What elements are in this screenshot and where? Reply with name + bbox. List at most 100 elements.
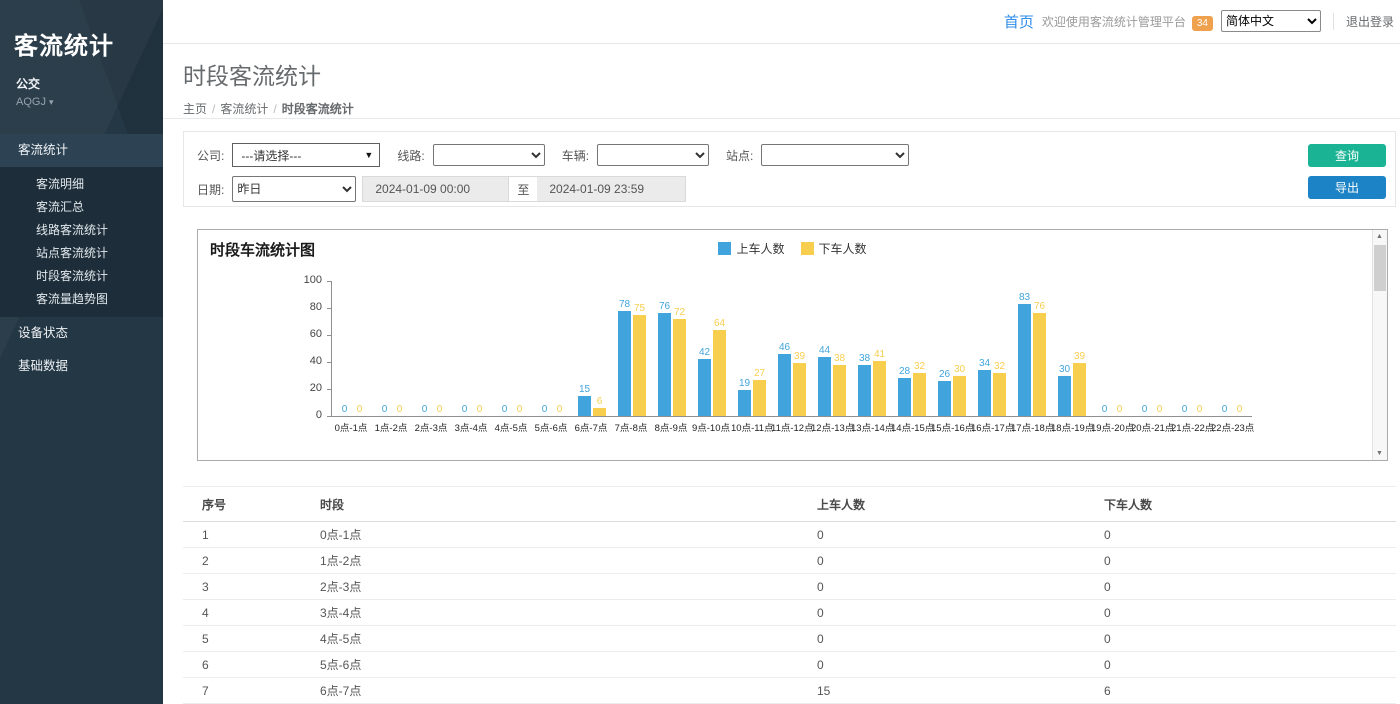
table-cell: 0点-1点 [320,522,817,548]
scrollbar-thumb[interactable] [1374,245,1386,291]
legend-swatch-icon [718,242,731,255]
bar-column: 38 [858,353,871,416]
sidebar-section-0[interactable]: 客流统计 [0,134,163,167]
legend-item-0[interactable]: 上车人数 [718,240,784,257]
x-axis-label: 13点-14点 [851,420,891,434]
bar-value-label: 0 [1117,404,1123,415]
agency-label: AQGJ [16,96,46,108]
y-axis-tick-label: 80 [198,301,322,313]
sidebar-section-1[interactable]: 设备状态 [0,317,163,350]
bar-column: 0 [338,404,351,416]
sidebar-item-2[interactable]: 线路客流统计 [0,219,163,242]
table-cell: 0 [1104,652,1396,678]
bar-value-label: 0 [502,404,508,415]
bar [593,408,606,416]
bar-value-label: 0 [382,404,388,415]
app-brand: 客流统计 [0,0,163,61]
bar-group-0: 00 [332,281,372,416]
bar-value-label: 83 [1019,292,1030,303]
bar-group-16: 3432 [972,281,1012,416]
bar-group-2: 00 [412,281,452,416]
bar-column: 0 [1233,404,1246,416]
sidebar-item-4[interactable]: 时段客流统计 [0,265,163,288]
table-cell: 2点-3点 [320,574,817,600]
bar-column: 38 [833,353,846,416]
bar-group-20: 00 [1132,281,1172,416]
export-button[interactable]: 导出 [1308,176,1386,199]
bar [978,370,991,416]
bar-column: 41 [873,349,886,416]
company-select[interactable]: ---请选择--- ▼ [232,143,380,167]
sidebar-item-5[interactable]: 客流量趋势图 [0,288,163,311]
bar [698,359,711,416]
date-preset-select[interactable]: 昨日 [232,176,356,202]
bar [1018,304,1031,416]
x-axis-label: 11点-12点 [771,420,811,434]
y-axis-tick-label: 60 [198,328,322,340]
y-axis-tick-label: 20 [198,382,322,394]
bar-column: 0 [1153,404,1166,416]
bar-column: 0 [1193,404,1206,416]
x-axis-label: 21点-22点 [1171,420,1211,434]
bar-column: 19 [738,378,751,416]
line-select[interactable] [433,144,545,166]
x-axis-label: 4点-5点 [491,420,531,434]
bar-value-label: 0 [1237,404,1243,415]
vehicle-label: 车辆: [562,147,589,164]
scroll-up-arrow-icon[interactable]: ▲ [1373,233,1386,240]
bar [898,378,911,416]
bar-column: 0 [458,404,471,416]
chart-vertical-scrollbar[interactable]: ▲ ▼ [1372,230,1387,460]
bar-value-label: 28 [899,366,910,377]
bar-column: 0 [378,404,391,416]
logout-link[interactable]: 退出登录 [1333,13,1394,30]
bar-value-label: 0 [342,404,348,415]
table-cell: 6点-7点 [320,678,817,704]
legend-label: 下车人数 [819,240,867,257]
bar [578,396,591,416]
page-heading: 时段客流统计 主页/客流统计/时段客流统计 [163,44,1400,119]
query-button[interactable]: 查询 [1308,144,1386,167]
bar-column: 27 [753,368,766,416]
breadcrumb-item-1[interactable]: 客流统计 [220,102,268,116]
breadcrumb-item-0[interactable]: 主页 [183,102,207,116]
bar-group-10: 1927 [732,281,772,416]
scroll-down-arrow-icon[interactable]: ▼ [1373,450,1386,457]
table-cell: 0 [817,626,1104,652]
station-select[interactable] [761,144,909,166]
date-start-input[interactable]: 2024-01-09 00:00 [362,176,509,202]
x-axis-label: 18点-19点 [1051,420,1091,434]
home-link[interactable]: 首页 [1004,11,1034,32]
bar-value-label: 0 [357,404,363,415]
station-label: 站点: [726,147,753,164]
vehicle-select[interactable] [597,144,709,166]
bar-value-label: 38 [834,353,845,364]
breadcrumb-separator: / [273,102,276,116]
bar-value-label: 0 [422,404,428,415]
bar-value-label: 32 [914,361,925,372]
sidebar-item-1[interactable]: 客流汇总 [0,196,163,219]
x-axis-label: 22点-23点 [1211,420,1251,434]
agency-dropdown[interactable]: AQGJ▾ [0,92,163,108]
bar-value-label: 19 [739,378,750,389]
sidebar-item-3[interactable]: 站点客流统计 [0,242,163,265]
bar [1073,363,1086,416]
legend-item-1[interactable]: 下车人数 [801,240,867,257]
bar-value-label: 64 [714,318,725,329]
x-axis-label: 16点-17点 [971,420,1011,434]
language-select[interactable]: 简体中文 [1221,10,1321,32]
sidebar-section-2[interactable]: 基础数据 [0,350,163,383]
bar-value-label: 39 [1074,351,1085,362]
filter-row-1: 公司: ---请选择--- ▼ 线路: 车辆: 站点: [197,143,1395,167]
bar-group-11: 4639 [772,281,812,416]
bar-value-label: 34 [979,358,990,369]
table-row: 43点-4点00 [183,600,1396,626]
x-axis-label: 7点-8点 [611,420,651,434]
date-end-input[interactable]: 2024-01-09 23:59 [537,176,686,202]
sidebar-item-0[interactable]: 客流明细 [0,173,163,196]
bar-group-8: 7672 [652,281,692,416]
bar-column: 6 [593,396,606,416]
table-cell: 1点-2点 [320,548,817,574]
bar [1058,376,1071,417]
table-cell: 0 [817,600,1104,626]
